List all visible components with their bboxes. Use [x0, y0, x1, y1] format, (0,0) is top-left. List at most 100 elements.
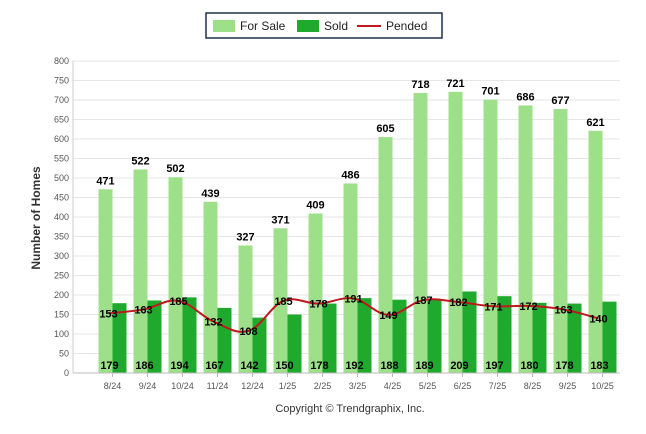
legend-item-sold[interactable]: Sold	[297, 19, 348, 33]
legend-item-pended[interactable]: Pended	[357, 19, 427, 33]
sold-value-label: 192	[345, 360, 363, 372]
for-sale-value-label: 522	[131, 155, 149, 167]
x-tick-label: 2/25	[314, 381, 332, 391]
y-tick-label: 550	[54, 154, 69, 164]
bar-for-sale[interactable]	[308, 213, 323, 373]
bar-for-sale[interactable]	[98, 189, 113, 373]
for-sale-value-label: 677	[551, 95, 569, 107]
legend-swatch-for-sale	[213, 20, 235, 32]
x-tick-label: 7/25	[489, 381, 507, 391]
x-tick-label: 11/24	[207, 381, 229, 391]
sold-value-label: 142	[240, 360, 258, 372]
pended-value-label: 149	[379, 310, 397, 322]
x-tick-label: 9/24	[139, 381, 157, 391]
sold-value-label: 180	[520, 360, 538, 372]
for-sale-value-label: 471	[96, 175, 114, 187]
x-tick-label: 8/25	[524, 381, 542, 391]
bar-for-sale[interactable]	[273, 228, 288, 373]
bar-for-sale[interactable]	[413, 92, 428, 373]
bar-sold[interactable]	[112, 303, 127, 373]
pended-value-label: 132	[204, 317, 222, 329]
y-tick-label: 450	[54, 193, 69, 203]
legend-swatch-sold	[297, 20, 319, 32]
legend-frame	[205, 12, 443, 39]
sold-value-label: 167	[205, 360, 223, 372]
x-axis: 8/24 9/24 10/24 11/24 12/24 1/25 2/25 3/25 4/25 5…	[73, 372, 620, 391]
y-tick-label: 300	[54, 251, 69, 261]
bar-sold[interactable]	[602, 301, 617, 373]
pended-value-label: 171	[484, 301, 502, 313]
x-tick-label: 6/25	[454, 381, 472, 391]
pended-value-label: 178	[309, 299, 327, 311]
bar-sold[interactable]	[567, 303, 582, 373]
sold-value-label: 183	[590, 360, 608, 372]
legend-label-sold: Sold	[324, 19, 348, 33]
for-sale-value-label: 621	[586, 117, 604, 129]
x-tick-label: 1/25	[279, 381, 297, 391]
bar-sold[interactable]	[357, 298, 372, 373]
sold-value-label: 178	[310, 360, 328, 372]
for-sale-value-label: 439	[201, 188, 219, 200]
y-tick-label: 650	[54, 115, 69, 125]
bar-for-sale[interactable]	[168, 177, 183, 373]
y-tick-label: 400	[54, 212, 69, 222]
y-tick-label: 600	[54, 134, 69, 144]
bars	[98, 91, 617, 374]
bar-for-sale[interactable]	[343, 183, 358, 373]
y-tick-label: 100	[54, 329, 69, 339]
y-axis: 0 50 100 150 200 250 300 350 400 450 500 550 600 650 7…	[54, 56, 74, 378]
for-sale-value-label: 502	[166, 163, 184, 175]
x-tick-label: 10/25	[591, 381, 614, 391]
bar-sold[interactable]	[462, 291, 477, 373]
y-tick-label: 750	[54, 76, 69, 86]
bar-for-sale[interactable]	[553, 108, 568, 373]
for-sale-value-label: 371	[271, 214, 289, 226]
pended-value-label: 182	[449, 297, 467, 309]
x-tick-label: 12/24	[241, 381, 264, 391]
for-sale-value-label: 605	[376, 123, 394, 135]
sold-value-label: 189	[415, 360, 433, 372]
bar-for-sale[interactable]	[448, 91, 463, 373]
pended-series-line[interactable]	[108, 297, 599, 333]
y-tick-label: 250	[54, 271, 69, 281]
bar-for-sale[interactable]	[133, 169, 148, 373]
x-tick-label: 8/24	[104, 381, 122, 391]
for-sale-value-label: 718	[411, 79, 429, 91]
bar-for-sale[interactable]	[483, 99, 498, 374]
pended-value-label: 187	[414, 295, 432, 307]
x-tick-label: 3/25	[349, 381, 367, 391]
bar-sold[interactable]	[322, 303, 337, 373]
legend[interactable]: For Sale Sold Pended	[205, 12, 443, 39]
bar-sold[interactable]	[147, 300, 162, 373]
y-tick-label: 50	[59, 349, 69, 359]
bar-sold[interactable]	[252, 317, 267, 373]
bar-sold[interactable]	[427, 299, 442, 373]
pended-value-label: 140	[589, 313, 607, 325]
bar-sold[interactable]	[497, 296, 512, 373]
sold-value-label: 188	[380, 360, 398, 372]
sold-value-label: 186	[135, 360, 153, 372]
for-sale-value-label: 686	[516, 91, 534, 103]
for-sale-value-label: 701	[481, 86, 499, 98]
data-labels: 471 179 522 186 502 194 439 167 327 142 371 150 409 1…	[96, 78, 608, 372]
sold-value-label: 179	[100, 360, 118, 372]
legend-item-for-sale[interactable]: For Sale	[213, 19, 286, 33]
for-sale-value-label: 409	[306, 199, 324, 211]
for-sale-value-label: 721	[446, 78, 464, 90]
bar-for-sale[interactable]	[588, 130, 603, 373]
bar-sold[interactable]	[392, 299, 407, 373]
bar-for-sale[interactable]	[378, 137, 393, 373]
y-tick-label: 800	[54, 56, 69, 66]
y-axis-title: Number of Homes	[29, 166, 43, 270]
bar-for-sale[interactable]	[238, 245, 253, 373]
y-tick-label: 0	[64, 368, 69, 378]
for-sale-value-label: 486	[341, 169, 359, 181]
bar-sold[interactable]	[182, 297, 197, 373]
pended-value-label: 172	[519, 301, 537, 313]
y-tick-label: 200	[54, 290, 69, 300]
bar-sold[interactable]	[287, 314, 302, 374]
bar-for-sale[interactable]	[203, 201, 218, 373]
bar-for-sale[interactable]	[518, 105, 533, 374]
bar-sold[interactable]	[532, 302, 547, 373]
